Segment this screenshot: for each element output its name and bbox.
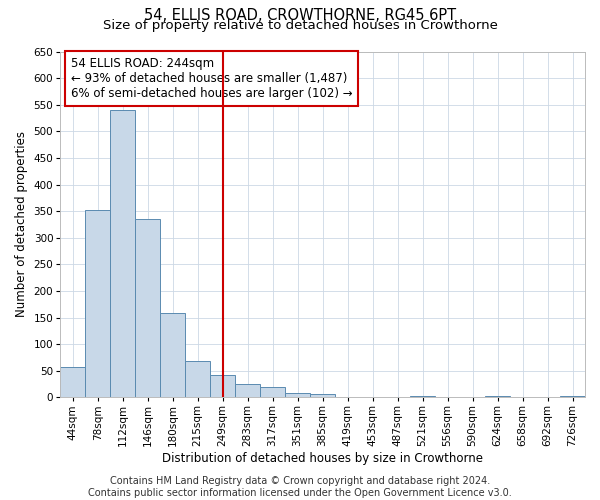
Bar bbox=[260, 386, 285, 398]
Bar bbox=[210, 375, 235, 398]
Text: 54 ELLIS ROAD: 244sqm
← 93% of detached houses are smaller (1,487)
6% of semi-de: 54 ELLIS ROAD: 244sqm ← 93% of detached … bbox=[71, 56, 352, 100]
Text: Size of property relative to detached houses in Crowthorne: Size of property relative to detached ho… bbox=[103, 19, 497, 32]
Bar bbox=[285, 393, 310, 398]
Bar bbox=[185, 361, 210, 398]
Bar bbox=[60, 367, 85, 398]
Bar bbox=[135, 218, 160, 398]
Bar bbox=[485, 396, 510, 398]
Bar bbox=[85, 210, 110, 398]
Text: Contains HM Land Registry data © Crown copyright and database right 2024.
Contai: Contains HM Land Registry data © Crown c… bbox=[88, 476, 512, 498]
Y-axis label: Number of detached properties: Number of detached properties bbox=[15, 132, 28, 318]
Bar bbox=[560, 396, 585, 398]
X-axis label: Distribution of detached houses by size in Crowthorne: Distribution of detached houses by size … bbox=[162, 452, 483, 465]
Bar bbox=[235, 384, 260, 398]
Text: 54, ELLIS ROAD, CROWTHORNE, RG45 6PT: 54, ELLIS ROAD, CROWTHORNE, RG45 6PT bbox=[144, 8, 456, 22]
Bar bbox=[410, 396, 435, 398]
Bar bbox=[310, 394, 335, 398]
Bar bbox=[110, 110, 135, 398]
Bar bbox=[160, 314, 185, 398]
